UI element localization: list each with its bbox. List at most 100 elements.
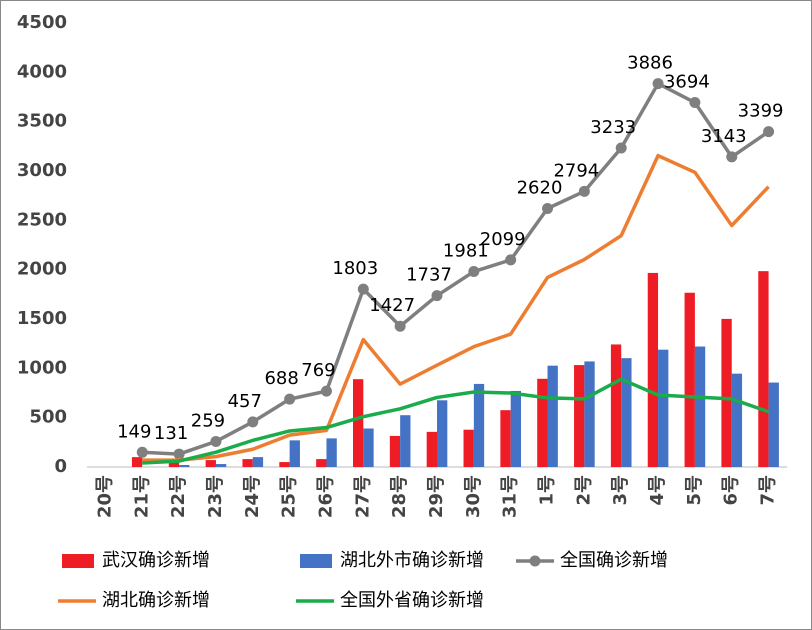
data-label: 2794 <box>553 160 599 181</box>
bar <box>279 462 290 467</box>
marker <box>247 416 259 428</box>
data-label: 2620 <box>517 177 563 198</box>
x-tick-label: 2号 <box>573 475 594 506</box>
bar <box>547 365 558 467</box>
data-label: 3694 <box>664 72 710 93</box>
line <box>142 153 770 462</box>
marker <box>652 78 664 90</box>
bar <box>389 435 401 467</box>
x-tick-label: 5号 <box>684 475 705 506</box>
bar <box>463 429 474 467</box>
marker <box>357 283 369 295</box>
x-tick-label: 29号 <box>426 475 447 518</box>
legend-label: 全国外省确诊新增 <box>340 590 484 611</box>
y-tick-label: 3000 <box>17 160 67 181</box>
x-tick-label: 4号 <box>647 475 668 506</box>
line <box>142 377 770 465</box>
bar <box>205 460 216 467</box>
bar <box>647 272 659 467</box>
bar <box>131 457 143 467</box>
data-label: 149 <box>117 421 151 442</box>
bar <box>179 465 190 467</box>
bar <box>289 440 300 467</box>
bar <box>363 428 374 467</box>
y-tick-label: 2500 <box>17 209 67 230</box>
data-label: 1427 <box>369 295 415 316</box>
x-tick-label: 7号 <box>758 475 779 506</box>
y-tick-label: 1000 <box>17 357 67 378</box>
x-tick-label: 24号 <box>242 475 263 518</box>
bar <box>242 459 253 467</box>
marker <box>578 185 590 197</box>
bar <box>758 271 769 467</box>
data-label: 1803 <box>332 258 378 279</box>
x-tick-label: 22号 <box>168 475 189 518</box>
data-label: 1737 <box>406 265 452 286</box>
data-label: 2099 <box>480 229 526 250</box>
bar <box>731 373 743 467</box>
y-tick-label: 0 <box>54 456 67 477</box>
x-tick-label: 30号 <box>463 475 484 518</box>
y-tick-label: 2000 <box>17 259 67 280</box>
y-tick-label: 4000 <box>17 61 67 82</box>
x-tick-label: 3号 <box>610 475 631 506</box>
bar <box>584 361 595 467</box>
data-label: 3233 <box>590 117 636 138</box>
data-label: 3399 <box>738 101 784 122</box>
x-tick-label: 27号 <box>352 475 373 518</box>
legend-label: 湖北外市确诊新增 <box>340 550 484 571</box>
x-tick-label: 23号 <box>205 475 226 518</box>
data-label: 769 <box>301 360 335 381</box>
bar <box>215 464 227 467</box>
bar <box>510 390 521 467</box>
bar <box>610 344 622 467</box>
marker <box>689 97 701 109</box>
bar <box>768 382 779 467</box>
bar <box>621 358 632 467</box>
line <box>142 81 770 456</box>
marker <box>284 393 296 405</box>
marker <box>505 254 517 266</box>
data-label: 457 <box>228 391 262 412</box>
x-tick-label: 6号 <box>721 475 742 506</box>
legend-label: 湖北确诊新增 <box>102 590 210 611</box>
data-label: 259 <box>191 410 225 431</box>
x-tick-label: 31号 <box>500 475 521 518</box>
data-label: 688 <box>264 368 298 389</box>
bar <box>574 365 585 467</box>
bar <box>353 379 364 467</box>
marker <box>136 446 148 458</box>
data-label: 3143 <box>701 126 747 147</box>
data-label: 1981 <box>443 241 489 262</box>
marker <box>210 435 222 447</box>
marker <box>431 290 443 302</box>
bar <box>437 400 448 467</box>
x-tick-label: 1号 <box>537 475 558 506</box>
marker <box>726 151 738 163</box>
marker <box>763 126 775 138</box>
y-tick-label: 1500 <box>17 308 67 329</box>
legend-swatch <box>300 554 332 568</box>
x-tick-label: 26号 <box>315 475 336 518</box>
y-tick-label: 4500 <box>17 12 67 33</box>
legend-swatch <box>62 554 94 568</box>
data-label: 3886 <box>627 53 673 74</box>
marker <box>173 448 185 460</box>
marker <box>615 142 627 154</box>
bar <box>684 292 695 467</box>
data-label: 131 <box>154 423 188 444</box>
legend-marker <box>529 555 541 567</box>
bar <box>400 415 411 467</box>
y-tick-label: 3500 <box>17 111 67 132</box>
marker <box>320 385 332 397</box>
bar <box>658 349 669 467</box>
bar <box>316 459 327 467</box>
legend-label: 全国确诊新增 <box>560 550 668 571</box>
x-tick-label: 21号 <box>131 475 152 518</box>
marker <box>468 266 480 278</box>
bar <box>326 438 337 467</box>
x-tick-label: 25号 <box>279 475 300 518</box>
legend-label: 武汉确诊新增 <box>102 550 210 571</box>
